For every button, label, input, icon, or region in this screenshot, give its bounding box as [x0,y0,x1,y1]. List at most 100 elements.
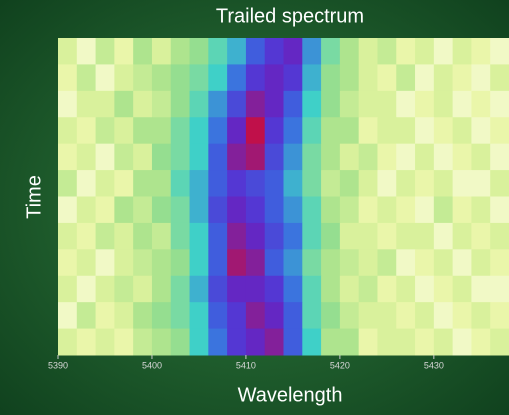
heatmap-cell [377,170,397,197]
heatmap-cell [396,90,416,118]
heatmap-cell [452,38,472,65]
heatmap-cell [302,38,322,65]
heatmap-cell [377,222,397,250]
heatmap-cell [208,143,228,171]
heatmap-cell [114,249,134,277]
heatmap-cell [58,302,78,330]
heatmap-cell [490,38,509,65]
x-tick-label: 5390 [48,360,68,370]
heatmap-cell [114,170,134,197]
heatmap-cell [114,275,134,303]
heatmap-cell [95,143,115,171]
chart-title: Trailed spectrum [216,5,364,27]
heatmap-cell [151,64,172,92]
heatmap-cell [170,196,191,224]
heatmap-cell [58,117,78,145]
heatmap-cell [490,90,509,118]
heatmap-cell [452,249,472,277]
heatmap-cell [170,117,191,145]
heatmap-cell [114,143,134,171]
heatmap-cell [433,275,454,303]
heatmap-cell [396,38,416,65]
heatmap-cell [358,328,378,356]
heatmap-cell [189,275,209,303]
heatmap-cell [170,328,191,356]
heatmap-cell [151,249,172,277]
heatmap-cell [227,249,247,277]
heatmap-cell [245,275,266,303]
heatmap-cell [377,143,397,171]
heatmap-cell [396,64,416,92]
heatmap-cell [321,196,341,224]
heatmap-cell [358,196,378,224]
heatmap-cell [433,196,454,224]
heatmap-cell [264,64,284,92]
heatmap-cell [471,117,491,145]
heatmap-cell [358,249,378,277]
heatmap-cell [396,170,416,197]
heatmap-cell [321,90,341,118]
heatmap-cell [490,275,509,303]
heatmap-cell [76,196,97,224]
heatmap-cell [321,222,341,250]
heatmap-cell [339,196,360,224]
heatmap-cell [339,275,360,303]
heatmap-cell [321,64,341,92]
heatmap-cell [151,117,172,145]
heatmap-cell [377,117,397,145]
heatmap-cell [396,302,416,330]
heatmap-cell [58,222,78,250]
x-axis-label: Wavelength [238,384,343,406]
heatmap-cell [151,302,172,330]
heatmap-cell [264,302,284,330]
heatmap-cell [58,143,78,171]
heatmap-cell [490,249,509,277]
heatmap-cell [170,90,191,118]
heatmap-cell [133,143,153,171]
heatmap-cell [245,117,266,145]
heatmap-cell [227,275,247,303]
heatmap-cell [264,249,284,277]
heatmap-cell [396,196,416,224]
heatmap-cell [321,302,341,330]
heatmap-cell [189,64,209,92]
heatmap-cell [396,328,416,356]
heatmap-cell [227,170,247,197]
heatmap-cell [151,222,172,250]
heatmap-cell [396,275,416,303]
heatmap-cell [245,170,266,197]
heatmap-cell [227,90,247,118]
heatmap-cell [471,90,491,118]
heatmap-cell [321,117,341,145]
heatmap-cell [302,302,322,330]
heatmap-cell [208,170,228,197]
heatmap-cell [189,38,209,65]
heatmap-cell [415,222,435,250]
heatmap-cell [490,196,509,224]
heatmap-cell [433,143,454,171]
heatmap-cell [283,222,303,250]
heatmap-cell [302,64,322,92]
heatmap-cell [415,90,435,118]
heatmap-cell [358,170,378,197]
heatmap-cell [283,38,303,65]
heatmap-cell [189,90,209,118]
heatmap-cell [264,117,284,145]
heatmap-cell [302,328,322,356]
heatmap-cell [302,249,322,277]
heatmap-cell [321,275,341,303]
heatmap-cell [452,196,472,224]
x-tick-label: 5430 [424,360,444,370]
heatmap-cell [415,170,435,197]
heatmap-cell [189,328,209,356]
heatmap-cell [170,143,191,171]
heatmap-cell [490,170,509,197]
heatmap-cell [76,64,97,92]
x-tick-label: 5420 [330,360,350,370]
heatmap-cell [283,170,303,197]
heatmap-cell [114,328,134,356]
heatmap-cell [433,249,454,277]
heatmap-cell [95,222,115,250]
heatmap-cell [339,38,360,65]
